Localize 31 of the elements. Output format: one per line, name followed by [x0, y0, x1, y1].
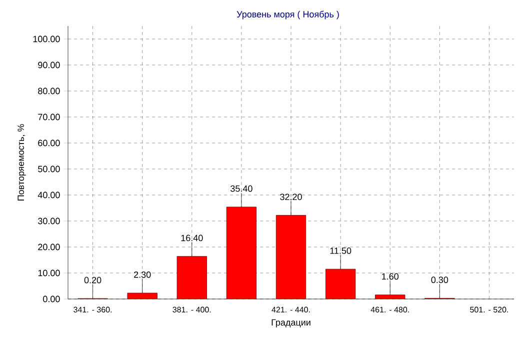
y-tick-label: 30.00	[38, 218, 60, 224]
y-tick-label: 80.00	[38, 88, 60, 94]
bar	[176, 256, 207, 299]
bar	[276, 215, 306, 299]
y-tick-label: 100.00	[33, 36, 60, 42]
y-tick-label: 0.00	[43, 296, 60, 302]
data-label: 0.20	[84, 276, 102, 284]
y-axis-title: Повторяемость, %	[18, 124, 26, 200]
x-tick-label: 341. - 360.	[74, 306, 112, 312]
y-tick-label: 10.00	[38, 270, 60, 276]
x-tick-label: 381. - 400.	[172, 306, 211, 312]
x-tick-label: 461. - 480.	[370, 306, 409, 312]
bar	[226, 206, 257, 299]
x-tick-label: 501. - 520.	[470, 306, 508, 312]
y-tick-label: 50.00	[38, 166, 60, 172]
data-label: 2.30	[134, 271, 151, 278]
y-tick-label: 70.00	[38, 114, 60, 120]
data-label: 1.60	[382, 273, 399, 280]
data-label: 16.40	[181, 234, 203, 242]
x-axis-title: Градации	[272, 319, 310, 328]
bar	[325, 268, 356, 299]
y-tick-label: 90.00	[38, 62, 60, 68]
y-tick-label: 60.00	[38, 140, 60, 146]
data-label: 32.20	[280, 194, 302, 200]
data-label: 11.50	[330, 248, 352, 254]
data-label: 0.30	[431, 276, 448, 284]
data-label: 35.40	[230, 185, 252, 192]
y-tick-label: 40.00	[38, 192, 60, 198]
x-tick-label: 421. - 440.	[272, 306, 310, 312]
chart-title: Уровень моря ( Ноябрь )	[236, 10, 339, 20]
y-tick-label: 20.00	[38, 244, 60, 250]
